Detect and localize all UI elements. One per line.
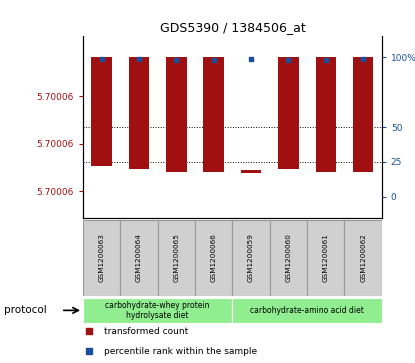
Text: GSM1200060: GSM1200060 [286, 233, 291, 282]
Bar [166, 57, 187, 172]
Text: transformed count: transformed count [104, 327, 188, 335]
Bar [232, 298, 382, 323]
Point [322, 57, 329, 63]
Bar [241, 170, 261, 173]
Text: GSM1200062: GSM1200062 [360, 233, 366, 282]
Point [248, 56, 254, 62]
Text: GSM1200063: GSM1200063 [99, 233, 105, 282]
Text: carbohydrate-amino acid diet: carbohydrate-amino acid diet [250, 306, 364, 315]
Text: GSM1200065: GSM1200065 [173, 233, 179, 282]
Bar [315, 57, 336, 172]
Text: GSM1200066: GSM1200066 [211, 233, 217, 282]
Text: protocol: protocol [4, 305, 47, 315]
Bar [232, 220, 270, 296]
Bar [83, 220, 120, 296]
Point [283, 81, 290, 87]
Bar [307, 220, 344, 296]
Point [136, 56, 142, 62]
Bar [353, 57, 374, 172]
Bar [270, 220, 307, 296]
Title: GDS5390 / 1384506_at: GDS5390 / 1384506_at [159, 21, 305, 34]
Bar [158, 220, 195, 296]
Point [283, 266, 290, 272]
Bar [129, 57, 149, 169]
Point [98, 56, 105, 62]
Bar [195, 220, 232, 296]
Bar [344, 220, 382, 296]
Text: GSM1200064: GSM1200064 [136, 233, 142, 282]
Bar [83, 298, 232, 323]
Point [173, 57, 180, 63]
Text: percentile rank within the sample: percentile rank within the sample [104, 347, 257, 356]
Point [285, 57, 292, 63]
Text: GSM1200061: GSM1200061 [323, 233, 329, 282]
Text: carbohydrate-whey protein
hydrolysate diet: carbohydrate-whey protein hydrolysate di… [105, 301, 210, 320]
Bar [120, 220, 158, 296]
Text: GSM1200059: GSM1200059 [248, 233, 254, 282]
Point [210, 57, 217, 63]
Point [360, 56, 366, 62]
Bar [91, 57, 112, 166]
Bar [203, 57, 224, 172]
Bar [278, 57, 299, 169]
